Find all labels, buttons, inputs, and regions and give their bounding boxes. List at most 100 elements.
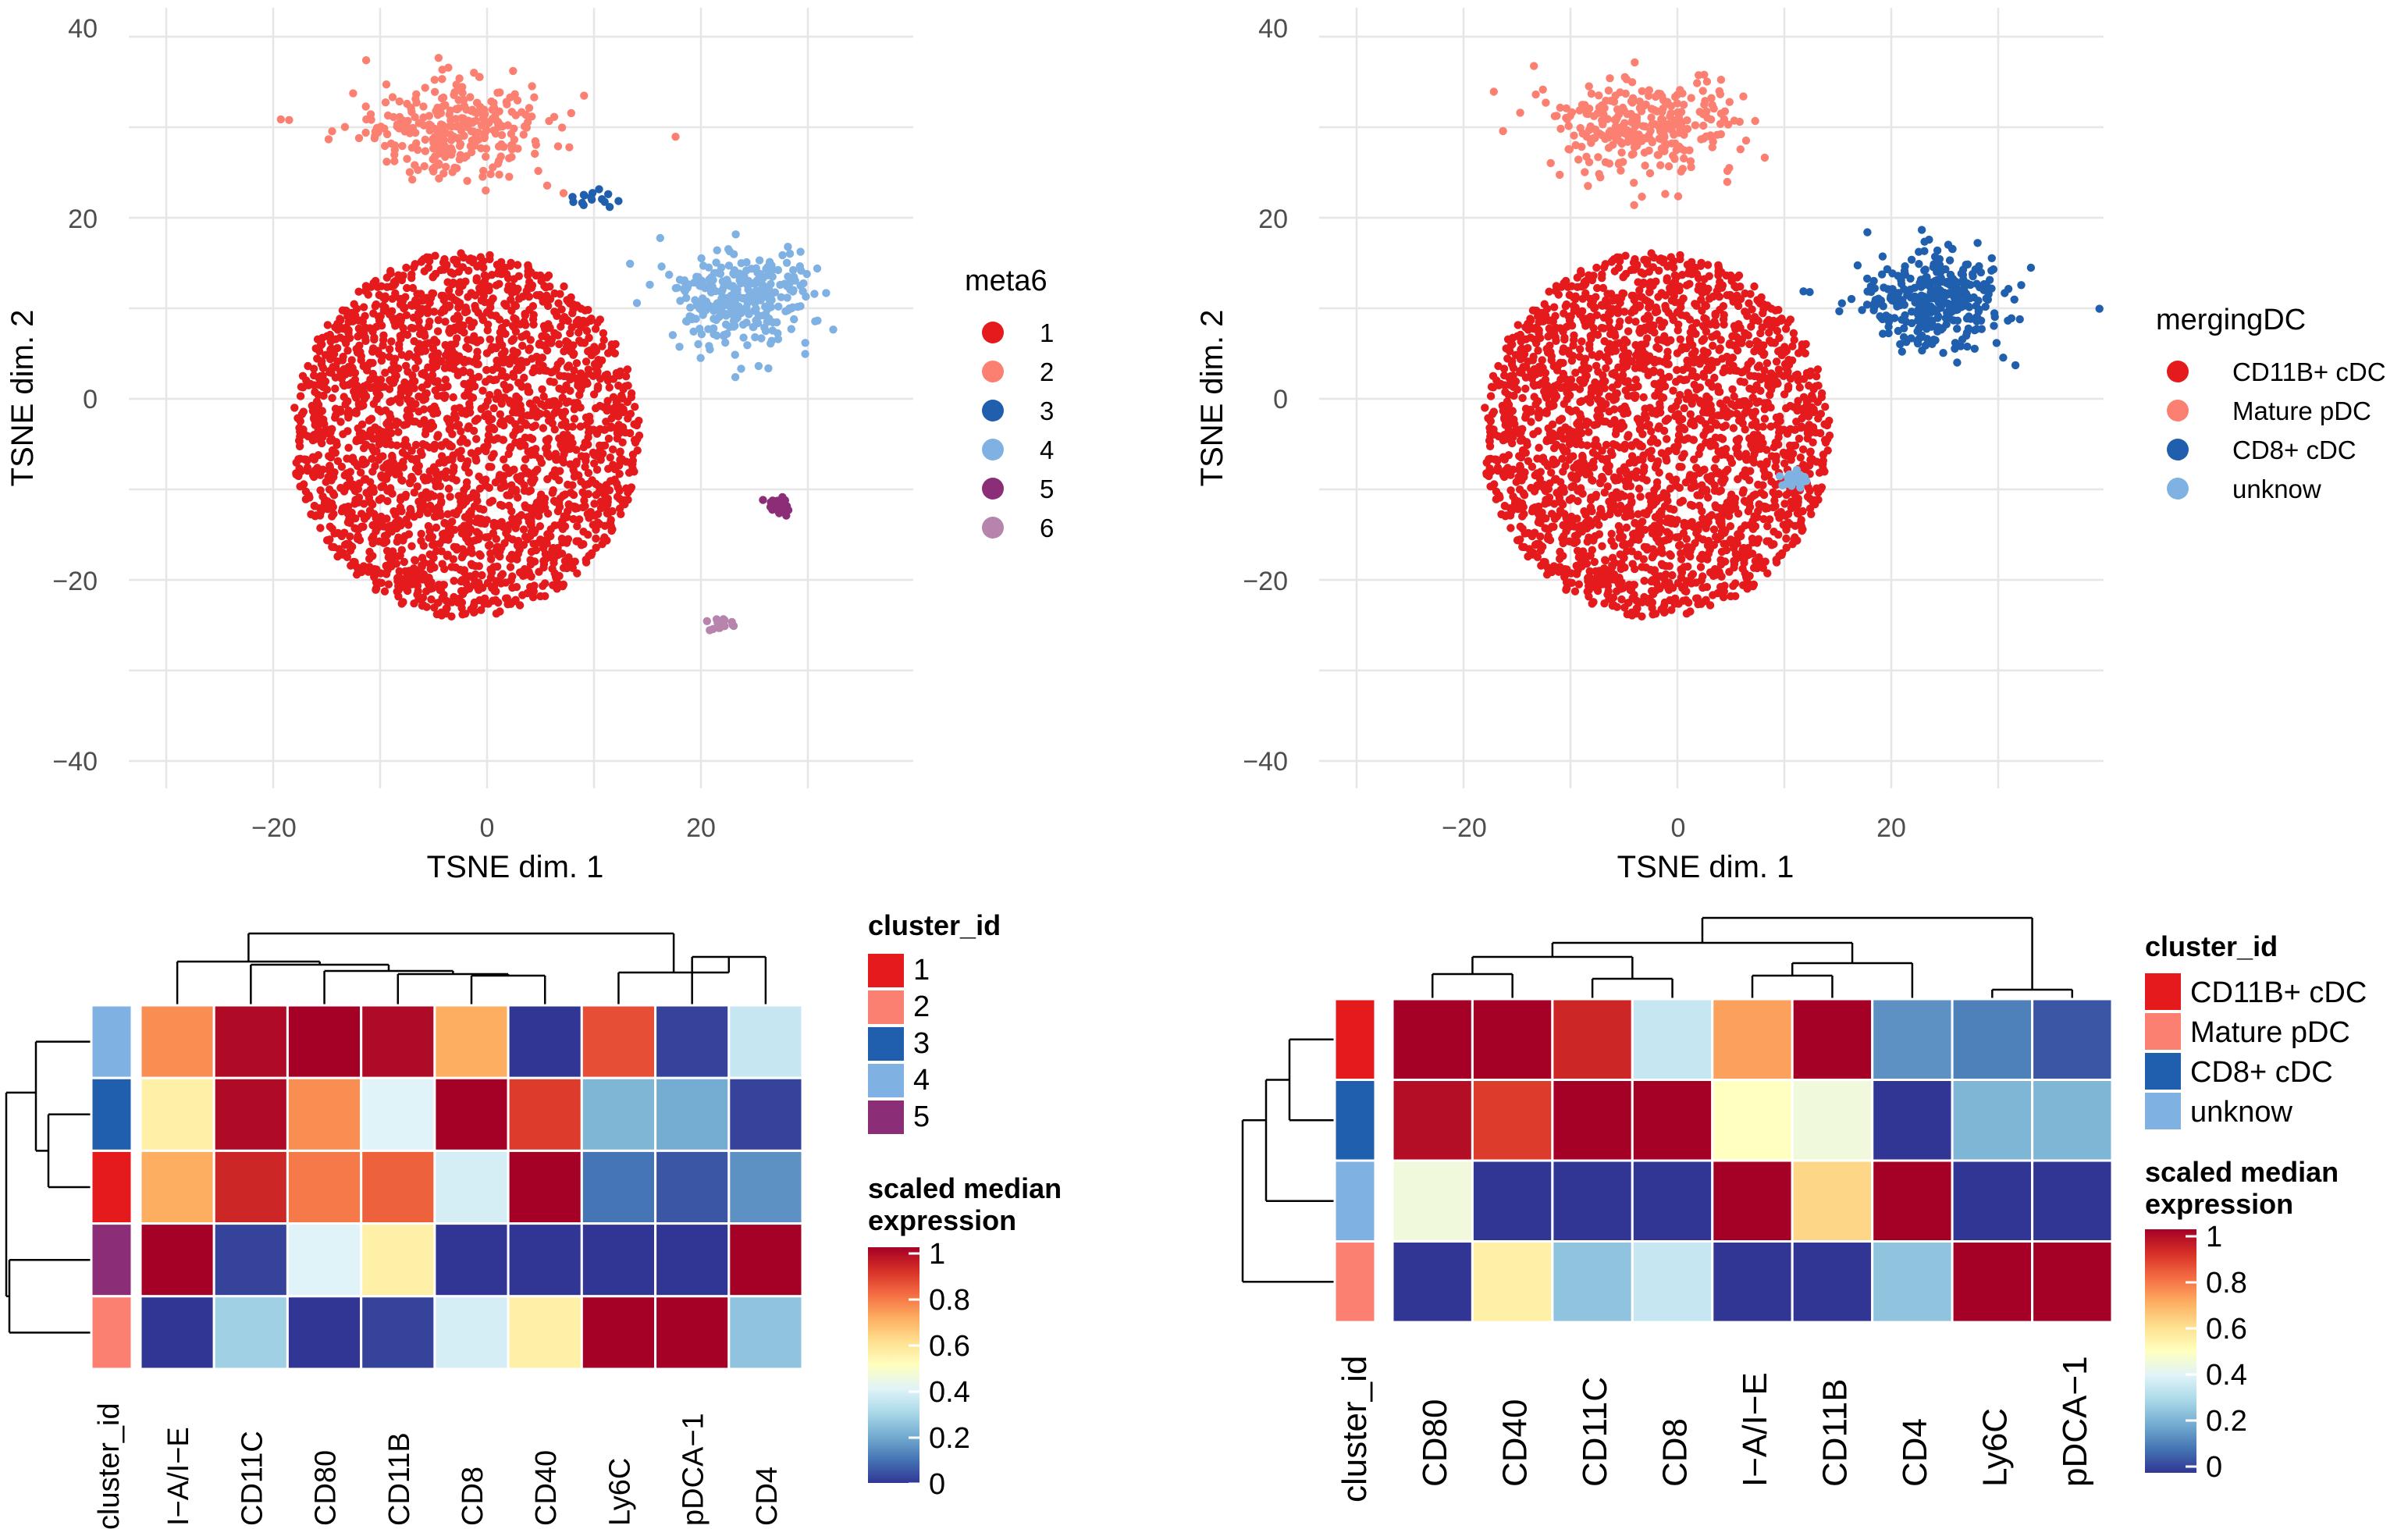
data-point	[475, 472, 483, 481]
data-point	[394, 574, 403, 582]
data-point	[1501, 388, 1510, 396]
data-point	[556, 467, 564, 475]
data-point	[403, 330, 412, 340]
data-point	[1615, 578, 1624, 586]
data-point	[276, 115, 285, 124]
data-point	[1782, 543, 1791, 552]
data-point	[328, 542, 336, 551]
data-point	[461, 277, 470, 286]
data-point	[381, 368, 389, 377]
data-point	[584, 347, 592, 356]
data-point	[514, 272, 523, 280]
data-point	[497, 400, 506, 408]
data-point	[1571, 292, 1580, 300]
data-point	[372, 514, 380, 523]
data-point	[413, 290, 421, 298]
data-point	[382, 537, 391, 546]
data-point	[449, 269, 458, 278]
data-point	[1803, 408, 1812, 417]
data-point	[410, 488, 418, 497]
data-point	[443, 456, 453, 464]
data-point	[344, 443, 353, 452]
data-point	[592, 491, 600, 500]
data-point	[1713, 382, 1723, 391]
data-point	[512, 357, 521, 365]
data-point	[1632, 467, 1641, 475]
data-point	[504, 533, 513, 542]
data-point	[603, 497, 612, 507]
data-point	[1695, 414, 1703, 423]
data-point	[336, 333, 345, 342]
data-point	[484, 431, 493, 439]
data-point	[470, 69, 478, 77]
data-point	[592, 543, 600, 552]
data-point	[440, 393, 449, 402]
data-point	[1669, 386, 1677, 395]
data-point	[721, 320, 731, 329]
data-point	[1745, 340, 1754, 349]
data-point	[491, 112, 500, 120]
data-point	[369, 532, 378, 541]
data-point	[1703, 348, 1712, 357]
data-point	[472, 108, 481, 118]
data-point	[1692, 385, 1701, 394]
data-point	[347, 308, 356, 318]
data-point	[517, 406, 525, 414]
data-point	[519, 130, 528, 139]
data-point	[441, 340, 450, 350]
data-point	[402, 263, 411, 272]
data-point	[1817, 483, 1826, 492]
data-point	[571, 557, 579, 566]
data-point	[351, 514, 360, 523]
data-point	[623, 365, 632, 374]
data-point	[603, 376, 613, 385]
data-point	[1530, 393, 1538, 401]
data-point	[496, 357, 506, 366]
data-point	[464, 357, 473, 365]
data-point	[1792, 418, 1801, 426]
data-point	[440, 307, 449, 315]
data-point	[543, 475, 552, 484]
data-point	[472, 457, 481, 465]
data-point	[1641, 340, 1650, 348]
data-point	[475, 287, 484, 296]
data-point	[360, 394, 368, 404]
data-point	[624, 496, 632, 504]
data-point	[572, 359, 582, 368]
data-point	[1647, 249, 1656, 258]
data-point	[697, 297, 706, 307]
data-point	[603, 509, 612, 517]
data-point	[558, 393, 567, 402]
data-point	[542, 366, 551, 375]
data-point	[554, 299, 563, 308]
data-point	[559, 580, 568, 589]
data-point	[508, 322, 518, 330]
data-point	[386, 410, 394, 418]
data-point	[543, 296, 553, 305]
data-point	[1585, 344, 1594, 353]
data-point	[1538, 356, 1546, 364]
data-point	[1608, 383, 1617, 392]
data-point	[737, 364, 745, 373]
data-point	[497, 258, 506, 266]
data-point	[1494, 361, 1503, 371]
data-point	[1659, 318, 1669, 327]
data-point	[425, 550, 434, 559]
data-point	[1576, 397, 1585, 407]
data-point	[299, 383, 308, 392]
data-point	[1798, 340, 1806, 349]
data-point	[1686, 607, 1695, 616]
data-point	[1660, 332, 1669, 340]
data-point	[570, 472, 579, 481]
data-point	[506, 261, 514, 270]
data-point	[495, 521, 503, 530]
data-point	[421, 84, 429, 92]
data-point	[802, 269, 811, 279]
data-point	[1745, 299, 1753, 308]
data-point	[1639, 269, 1649, 278]
data-point	[1726, 366, 1734, 375]
data-point	[371, 302, 379, 311]
data-point	[434, 129, 443, 137]
data-point	[764, 364, 773, 373]
data-point	[322, 497, 330, 506]
